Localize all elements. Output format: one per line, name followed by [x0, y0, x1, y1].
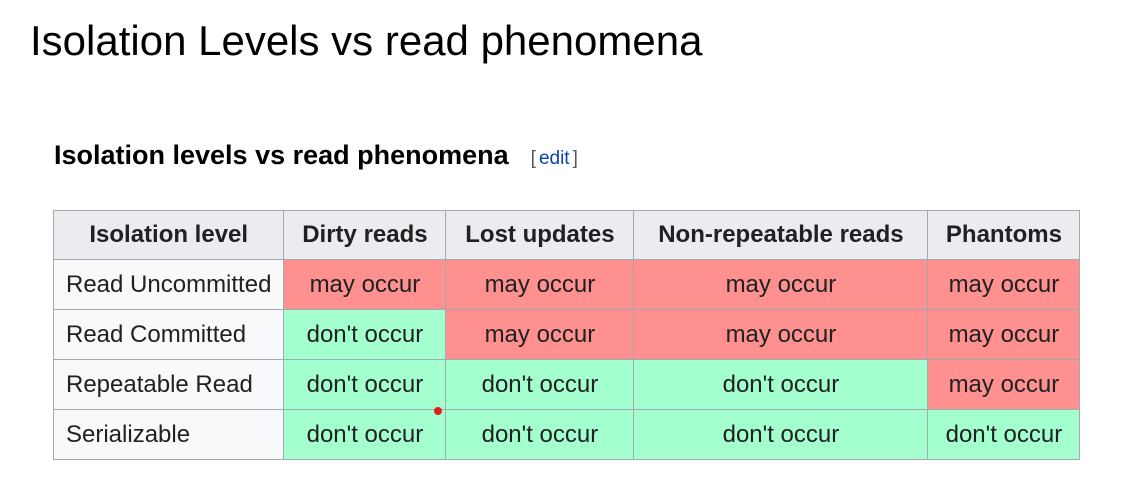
table-cell: don't occur: [445, 359, 635, 410]
row-label: Serializable: [52, 409, 285, 460]
section-heading: Isolation levels vs read phenomena [edit…: [54, 140, 578, 171]
edit-section: [edit]: [531, 148, 578, 170]
header-row: Isolation level Dirty reads Lost updates…: [52, 210, 1081, 260]
edit-bracket-open: [: [530, 148, 536, 169]
row-label: Read Uncommitted: [52, 259, 285, 310]
phenomena-table: Isolation level Dirty reads Lost updates…: [52, 210, 1081, 460]
header-phantoms: Phantoms: [927, 210, 1081, 260]
table-cell: don't occur: [445, 409, 635, 460]
table-cell: may occur: [445, 309, 635, 360]
table-row: Repeatable Read don't occur don't occur …: [52, 359, 1081, 410]
row-label: Repeatable Read: [52, 359, 285, 410]
row-label: Read Committed: [52, 309, 285, 360]
edit-link[interactable]: edit: [538, 148, 570, 169]
table-row: Serializable don't occur don't occur don…: [52, 409, 1081, 460]
table-cell: may occur: [283, 259, 447, 310]
table-cell: may occur: [633, 309, 929, 360]
table-cell: don't occur: [283, 359, 447, 410]
table-cell: may occur: [927, 309, 1081, 360]
table-cell: may occur: [445, 259, 635, 310]
header-dirty-reads: Dirty reads: [283, 210, 447, 260]
header-isolation-level: Isolation level: [52, 210, 285, 260]
table-row: Read Committed don't occur may occur may…: [52, 309, 1081, 360]
table-cell: may occur: [633, 259, 929, 310]
header-non-repeatable-reads: Non-repeatable reads: [633, 210, 929, 260]
table-cell: don't occur: [283, 409, 447, 460]
table-row: Read Uncommitted may occur may occur may…: [52, 259, 1081, 310]
table-cell: may occur: [927, 259, 1081, 310]
header-lost-updates: Lost updates: [445, 210, 635, 260]
table-cell: don't occur: [633, 409, 929, 460]
table-cell: don't occur: [633, 359, 929, 410]
slide-title: Isolation Levels vs read phenomena: [30, 17, 703, 64]
pointer-dot-icon: [434, 407, 442, 415]
table-cell: don't occur: [927, 409, 1081, 460]
section-title: Isolation levels vs read phenomena: [54, 140, 509, 170]
table-cell: may occur: [927, 359, 1081, 410]
edit-bracket-close: ]: [572, 148, 578, 169]
table-cell: don't occur: [283, 309, 447, 360]
